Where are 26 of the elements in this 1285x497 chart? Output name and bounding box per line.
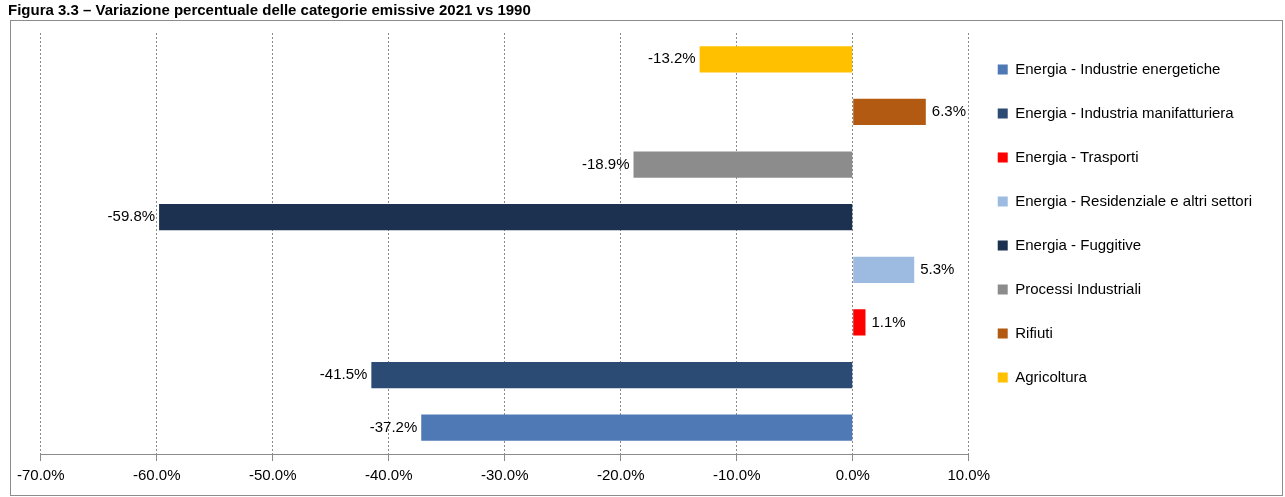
data-label: 5.3% [920, 259, 955, 277]
data-label: -37.2% [369, 417, 418, 435]
legend-label: Energia - Industria manifatturiera [1015, 103, 1235, 121]
x-tick-label: -20.0% [596, 466, 645, 484]
data-label: -13.2% [648, 49, 696, 67]
x-tick-label: 0.0% [835, 466, 870, 484]
legend-label: Energia - Residenziale e altri settori [1015, 191, 1252, 209]
data-label: -59.8% [107, 207, 156, 225]
data-label: 1.1% [871, 312, 906, 330]
x-tick-label: -60.0% [132, 466, 181, 484]
x-tick-label: -70.0% [17, 466, 65, 484]
x-tick-label: 10.0% [947, 466, 990, 484]
x-tick-label: -40.0% [364, 466, 413, 484]
data-label: -18.9% [581, 154, 630, 172]
data-label: 6.3% [931, 102, 967, 120]
legend-label: Rifiuti [1015, 323, 1053, 341]
legend-label: Energia - Fuggitive [1015, 235, 1142, 253]
data-label: -41.5% [319, 365, 368, 383]
legend-label: Energia - Industrie energetiche [1015, 59, 1221, 77]
chart-title: Figura 3.3 – Variazione percentuale delle categorie emissive 2021 vs 1990 [8, 1, 531, 18]
legend-label: Processi Industriali [1015, 279, 1142, 297]
x-tick-label: -50.0% [248, 466, 297, 484]
legend-label: Agricoltura [1015, 367, 1088, 385]
x-tick-label: -10.0% [712, 466, 761, 484]
x-tick-label: -30.0% [480, 466, 529, 484]
legend-label: Energia - Trasporti [1015, 147, 1139, 165]
